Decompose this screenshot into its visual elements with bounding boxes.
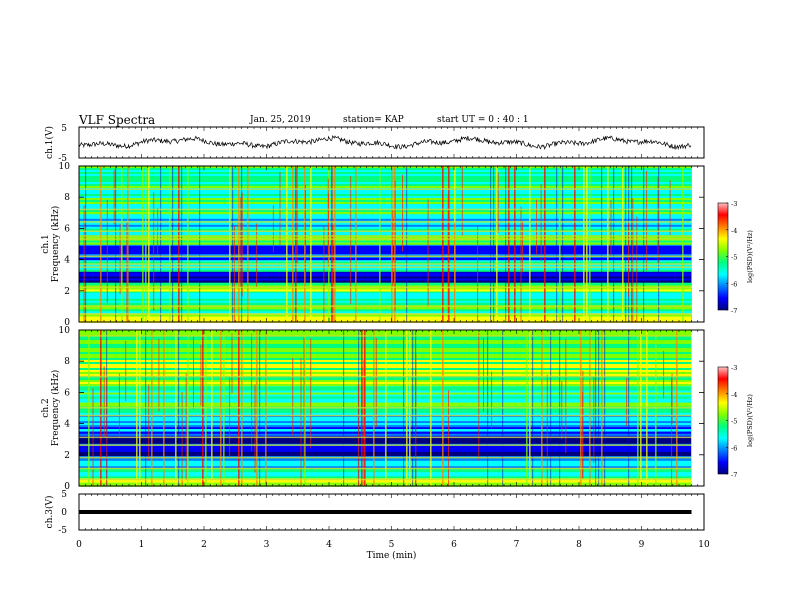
ch3-waveform-line: [79, 510, 692, 514]
ch1-ytick-bottom: -5: [58, 154, 67, 164]
ch2-freq-label: Frequency (kHz): [50, 370, 61, 447]
xtick-label: 7: [514, 540, 520, 550]
ch1-ytick-top: 5: [61, 124, 67, 134]
ch2-ytick: 10: [59, 326, 71, 336]
colorbar-tick: -4: [731, 227, 737, 235]
ch2-ytick: 6: [64, 388, 70, 398]
spectrogram-ch1: [79, 166, 704, 323]
colorbar-tick: -6: [731, 280, 737, 288]
xtick-label: 1: [139, 540, 145, 550]
start-time-label: start UT = 0 : 40 : 1: [437, 115, 529, 125]
date-label: Jan. 25, 2019: [250, 115, 311, 125]
ch1-ytick: 8: [64, 193, 70, 203]
ch1-ytick: 0: [64, 318, 70, 328]
ch1-ytick: 10: [59, 162, 71, 172]
colorbar-tick: -5: [731, 254, 737, 262]
ch1-ytick: 2: [64, 287, 70, 297]
ch1-ytick: 6: [64, 224, 70, 234]
ch1-ytick: 4: [64, 256, 70, 266]
colorbar-label: log(PSD)(V²/Hz): [746, 394, 754, 447]
xtick-label: 0: [76, 540, 82, 550]
ch2-ytick: 4: [64, 420, 70, 430]
ch2-ytick: 2: [64, 451, 70, 461]
ch3-ytick: 0: [61, 508, 67, 518]
ch2-ytick: 8: [64, 357, 70, 367]
spectrogram-ch2: [79, 330, 704, 487]
ch3-ytick: 5: [61, 490, 67, 500]
ch2-channel-label: ch.2: [41, 398, 51, 417]
ch1-channel-label: ch.1: [41, 234, 51, 253]
ch1-freq-label: Frequency (kHz): [50, 206, 61, 283]
ch3-ytick: -5: [58, 526, 67, 536]
xtick-label: 10: [698, 540, 710, 550]
xtick-label: 8: [576, 540, 582, 550]
chart-title: VLF Spectra: [79, 113, 156, 127]
ch1-ylabel: ch.1(V): [44, 126, 55, 159]
xtick-label: 6: [451, 540, 457, 550]
x-axis-label: Time (min): [367, 550, 417, 561]
xtick-label: 2: [201, 540, 207, 550]
colorbar-tick: -7: [731, 307, 737, 315]
colorbar-tick: -6: [731, 444, 737, 452]
xtick-label: 4: [326, 540, 332, 550]
station-label: station= KAP: [343, 115, 404, 125]
colorbar-tick: -3: [731, 364, 737, 372]
xtick-label: 9: [639, 540, 645, 550]
colorbar-tick: -5: [731, 418, 737, 426]
ch2-ytick: 0: [64, 482, 70, 492]
colorbar-tick: -7: [731, 471, 737, 479]
colorbar-tick: -4: [731, 391, 737, 399]
colorbar-tick: -3: [731, 200, 737, 208]
xtick-label: 3: [264, 540, 270, 550]
ch1-waveform-line: [78, 135, 692, 151]
ch3-ylabel: ch.3(V): [44, 496, 55, 529]
xtick-label: 5: [389, 540, 395, 550]
colorbar-label: log(PSD)(V²/Hz): [746, 230, 754, 283]
panel-frame-1: [78, 126, 705, 159]
